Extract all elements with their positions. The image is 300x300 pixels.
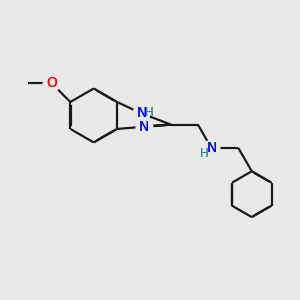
Text: O: O bbox=[46, 76, 57, 90]
Text: N: N bbox=[136, 106, 147, 121]
Text: H: H bbox=[145, 106, 153, 119]
Text: O: O bbox=[46, 76, 57, 90]
Text: H: H bbox=[145, 106, 153, 119]
Text: N: N bbox=[136, 106, 147, 121]
Text: N: N bbox=[206, 141, 217, 155]
Text: H: H bbox=[200, 147, 208, 160]
Text: N: N bbox=[139, 120, 149, 134]
Text: N: N bbox=[139, 120, 149, 134]
Text: N: N bbox=[206, 141, 217, 155]
Text: H: H bbox=[200, 147, 208, 160]
